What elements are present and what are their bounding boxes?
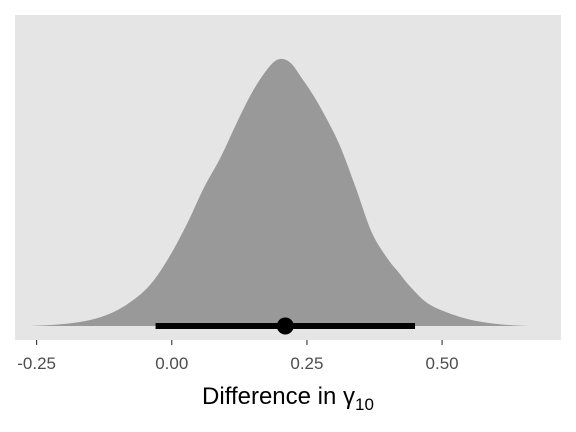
x-axis-title: Difference in γ10	[202, 383, 374, 414]
x-tick-label: 0.00	[155, 354, 188, 373]
x-axis-title-text: Difference in	[202, 383, 343, 410]
x-axis-title-symbol: γ	[343, 383, 355, 410]
x-tick-label: 0.25	[290, 354, 323, 373]
point-interval-layer	[155, 317, 416, 335]
point-estimate	[276, 317, 294, 335]
x-axis: -0.25 0.00 0.25 0.50	[17, 340, 459, 373]
density-area	[31, 58, 529, 326]
x-tick-label: 0.50	[426, 354, 459, 373]
x-tick-label: -0.25	[17, 354, 56, 373]
x-axis-title-subscript: 10	[355, 395, 374, 414]
density-layer	[31, 58, 529, 326]
